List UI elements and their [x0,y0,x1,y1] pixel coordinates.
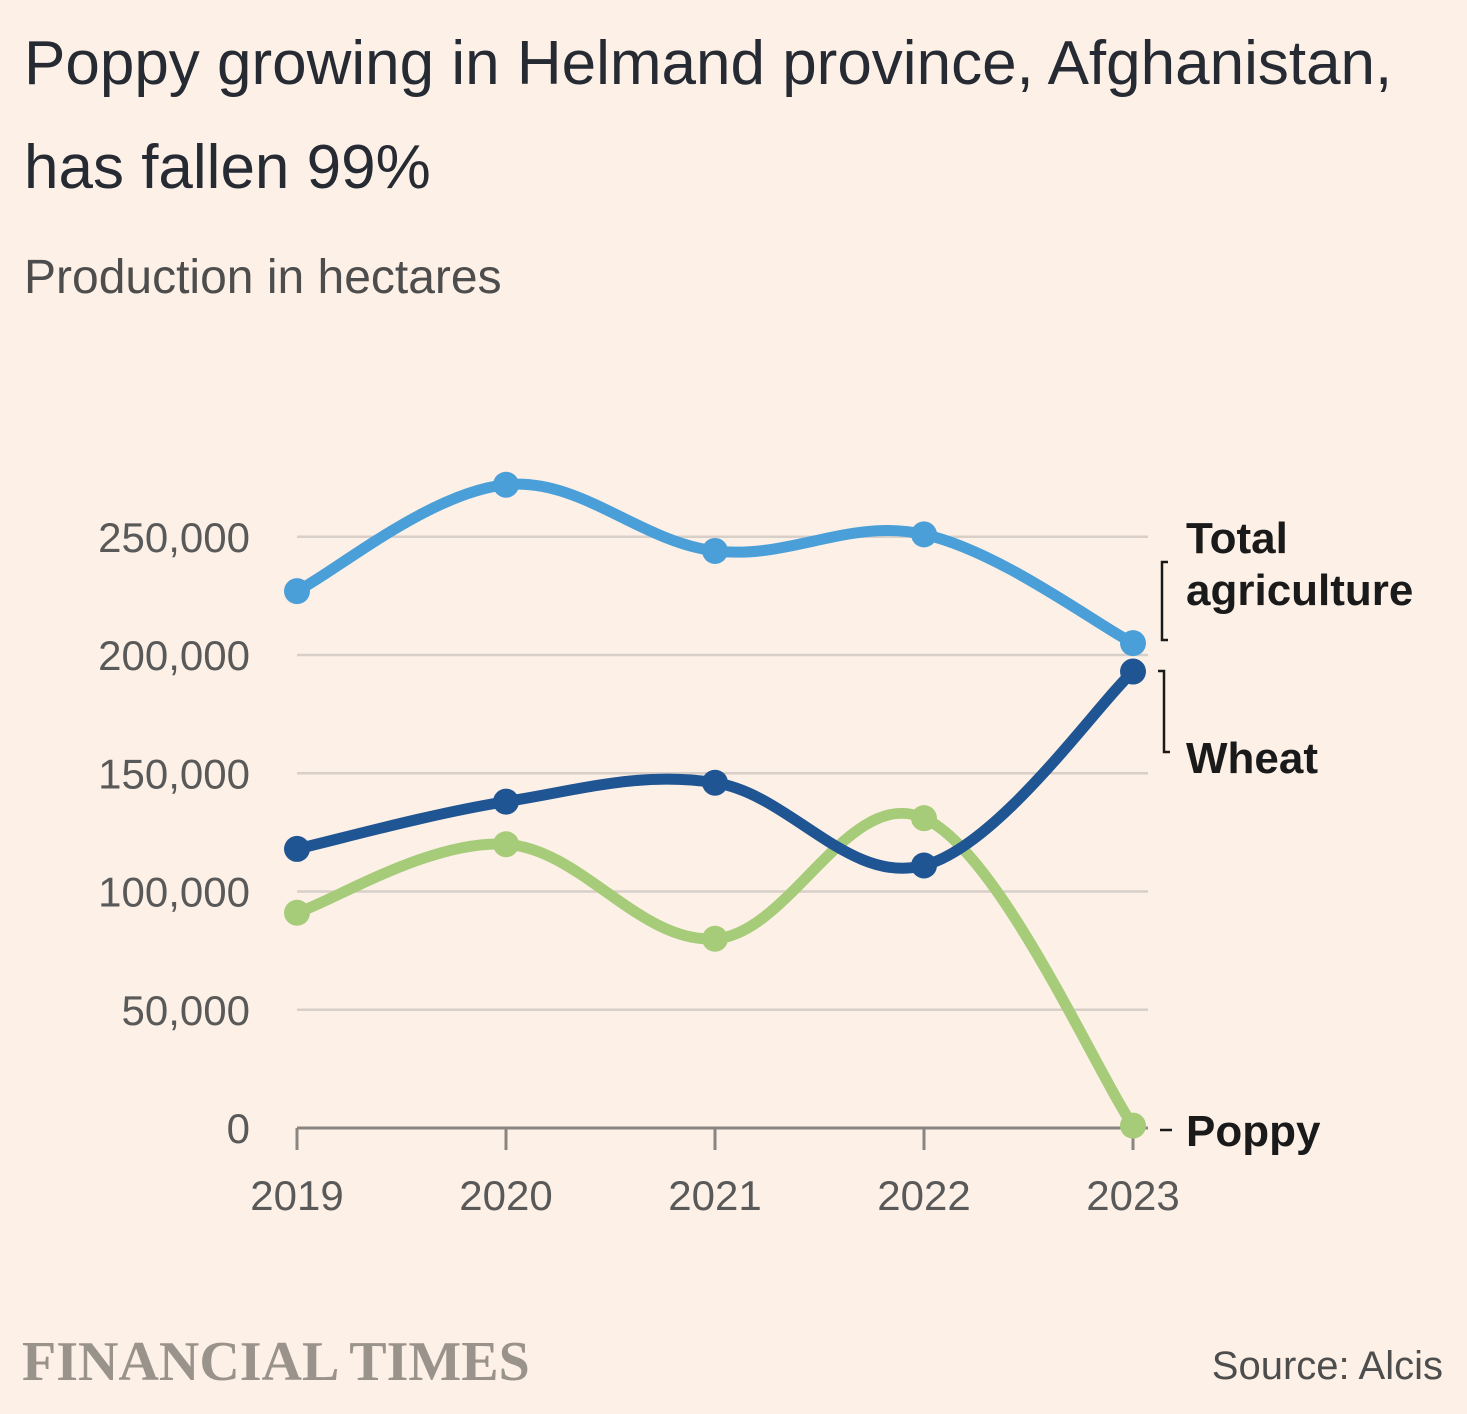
x-tick-label: 2023 [1086,1172,1179,1219]
series-lines [284,471,1146,1139]
data-point-poppy [284,899,310,926]
series-line-wheat [291,666,1139,874]
data-point-wheat [1120,658,1146,685]
data-point-wheat [911,852,937,879]
gridlines [297,535,1148,1011]
series-label-wheat: Wheat [1186,734,1318,783]
data-point-poppy [702,925,728,952]
x-tick-label: 2020 [459,1172,552,1219]
series-line-poppy [291,807,1139,1132]
chart-title: Poppy growing in Helmand province, Afgha… [24,29,1393,202]
chart-subtitle: Production in hectares [24,251,502,304]
data-point-poppy [1120,1112,1146,1139]
data-point-poppy [493,831,519,858]
data-point-total-agriculture [284,578,310,605]
brand-logo-text: FINANCIAL TIMES [22,1331,530,1393]
bracket-wheat [1158,669,1170,754]
y-tick-label: 0 [227,1105,250,1152]
data-point-wheat [702,769,728,796]
data-point-total-agriculture [1120,630,1146,657]
y-tick-label: 200,000 [98,632,250,679]
bracket-total-agriculture [1160,560,1168,642]
data-point-total-agriculture [911,521,937,548]
y-tick-label: 50,000 [122,987,250,1034]
data-point-total-agriculture [493,471,519,498]
series-label-total-agriculture: Total agriculture [1186,514,1413,615]
x-tick-label: 2022 [877,1172,970,1219]
series-label-poppy: Poppy [1186,1107,1321,1156]
data-point-total-agriculture [702,537,728,564]
y-tick-label: 100,000 [98,869,250,916]
data-point-wheat [284,835,310,862]
y-tick-label: 250,000 [98,514,250,561]
data-point-wheat [493,788,519,815]
x-tick-label: 2019 [250,1172,343,1219]
x-tick-label: 2021 [668,1172,761,1219]
x-axis: 2019 2020 2021 2022 2023 [250,1126,1180,1219]
series-labels: Total agriculture Wheat Poppy [1158,514,1413,1156]
source-note: Source: Alcis [1211,1344,1443,1388]
y-axis-ticks: 0 50,000 100,000 150,000 200,000 250,000 [98,514,250,1152]
y-tick-label: 150,000 [98,750,250,797]
data-point-poppy [911,805,937,832]
